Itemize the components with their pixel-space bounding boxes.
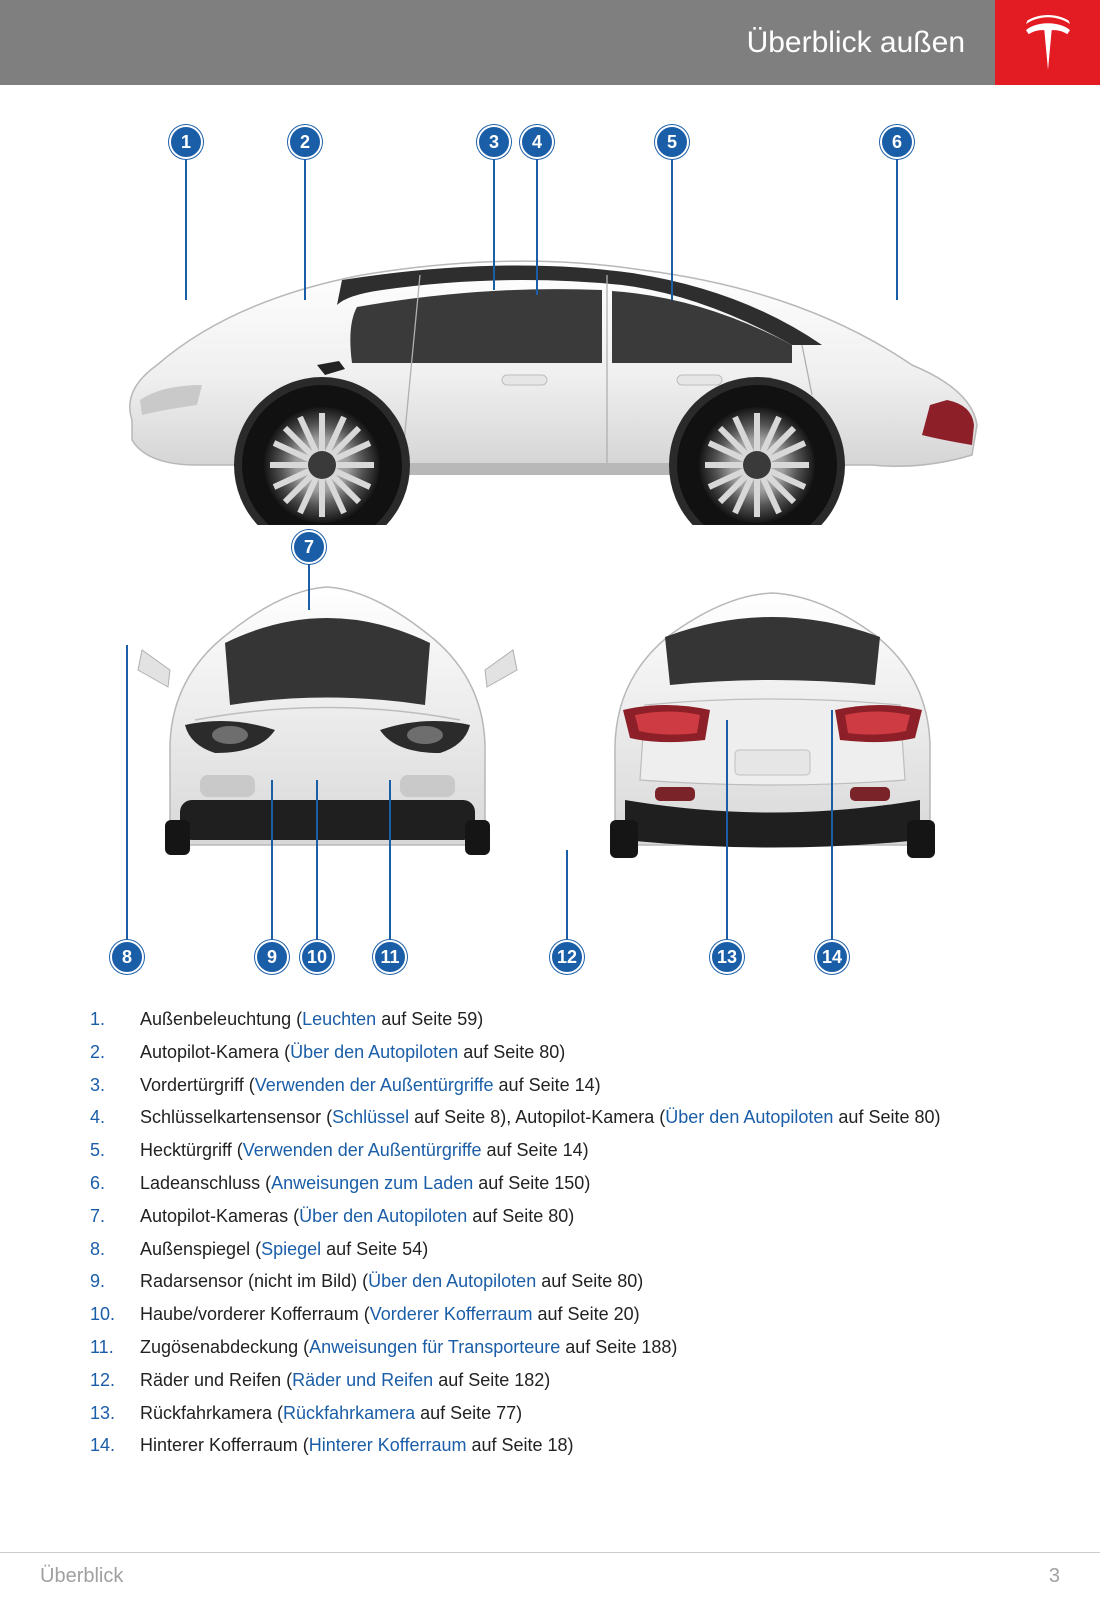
legend-link[interactable]: Über den Autopiloten [368, 1271, 536, 1291]
legend-list: Außenbeleuchtung (Leuchten auf Seite 59)… [90, 1005, 1010, 1460]
leader-4 [536, 159, 538, 295]
legend-link[interactable]: Hinterer Kofferraum [309, 1435, 467, 1455]
exterior-diagram: 1234567891011121314 [90, 125, 1010, 975]
legend-link[interactable]: Räder und Reifen [292, 1370, 433, 1390]
callout-5: 5 [655, 125, 689, 159]
legend-link[interactable]: Leuchten [302, 1009, 376, 1029]
legend-item-9: Radarsensor (nicht im Bild) (Über den Au… [90, 1267, 1010, 1296]
legend-link[interactable]: Über den Autopiloten [290, 1042, 458, 1062]
legend-item-10: Haube/vorderer Kofferraum (Vorderer Koff… [90, 1300, 1010, 1329]
callout-9: 9 [255, 940, 289, 974]
legend-item-12: Räder und Reifen (Räder und Reifen auf S… [90, 1366, 1010, 1395]
legend-item-1: Außenbeleuchtung (Leuchten auf Seite 59) [90, 1005, 1010, 1034]
legend-link[interactable]: Verwenden der Außentürgriffe [255, 1075, 494, 1095]
callout-11: 11 [373, 940, 407, 974]
legend-item-2: Autopilot-Kamera (Über den Autopiloten a… [90, 1038, 1010, 1067]
page-title: Überblick außen [0, 0, 995, 85]
legend-item-3: Vordertürgriff (Verwenden der Außentürgr… [90, 1071, 1010, 1100]
callout-10: 10 [300, 940, 334, 974]
legend-item-7: Autopilot-Kameras (Über den Autopiloten … [90, 1202, 1010, 1231]
car-front-view [130, 575, 525, 875]
footer-section: Überblick [40, 1565, 123, 1588]
leader-8 [126, 645, 128, 940]
callout-3: 3 [477, 125, 511, 159]
leader-5 [671, 159, 673, 300]
legend-item-5: Hecktürgriff (Verwenden der Außentürgrif… [90, 1136, 1010, 1165]
leader-12 [566, 850, 568, 940]
leader-3 [493, 159, 495, 290]
leader-13 [726, 720, 728, 940]
leader-9 [271, 780, 273, 940]
leader-11 [389, 780, 391, 940]
legend-link[interactable]: Über den Autopiloten [299, 1206, 467, 1226]
legend-item-14: Hinterer Kofferraum (Hinterer Kofferraum… [90, 1431, 1010, 1460]
page-footer: Überblick 3 [0, 1552, 1100, 1600]
callout-13: 13 [710, 940, 744, 974]
leader-2 [304, 159, 306, 300]
legend-item-11: Zugösenabdeckung (Anweisungen für Transp… [90, 1333, 1010, 1362]
legend-link[interactable]: Vorderer Kofferraum [370, 1304, 533, 1324]
legend-link[interactable]: Spiegel [261, 1239, 321, 1259]
legend-item-6: Ladeanschluss (Anweisungen zum Laden auf… [90, 1169, 1010, 1198]
leader-1 [185, 159, 187, 300]
legend-link[interactable]: Anweisungen zum Laden [271, 1173, 473, 1193]
callout-7: 7 [292, 530, 326, 564]
legend-link[interactable]: Über den Autopiloten [665, 1107, 833, 1127]
legend-link[interactable]: Anweisungen für Transporteure [309, 1337, 560, 1357]
callout-4: 4 [520, 125, 554, 159]
callout-2: 2 [288, 125, 322, 159]
tesla-logo-icon [1023, 15, 1073, 70]
callout-14: 14 [815, 940, 849, 974]
footer-page: 3 [1049, 1565, 1060, 1588]
legend-link[interactable]: Rückfahrkamera [283, 1403, 415, 1423]
legend-link[interactable]: Verwenden der Außentürgriffe [243, 1140, 482, 1160]
tesla-logo [995, 0, 1100, 85]
car-rear-view [575, 575, 970, 875]
content-area: 1234567891011121314 Außenbeleuchtung (Le… [0, 85, 1100, 1460]
leader-10 [316, 780, 318, 940]
callout-8: 8 [110, 940, 144, 974]
page-header: Überblick außen [0, 0, 1100, 85]
leader-14 [831, 710, 833, 940]
callout-1: 1 [169, 125, 203, 159]
leader-6 [896, 159, 898, 300]
legend-item-8: Außenspiegel (Spiegel auf Seite 54) [90, 1235, 1010, 1264]
legend-link[interactable]: Schlüssel [332, 1107, 409, 1127]
car-side-view [102, 245, 1002, 525]
leader-7 [308, 564, 310, 610]
legend-item-13: Rückfahrkamera (Rückfahrkamera auf Seite… [90, 1399, 1010, 1428]
callout-6: 6 [880, 125, 914, 159]
legend-item-4: Schlüsselkartensensor (Schlüssel auf Sei… [90, 1103, 1010, 1132]
callout-12: 12 [550, 940, 584, 974]
